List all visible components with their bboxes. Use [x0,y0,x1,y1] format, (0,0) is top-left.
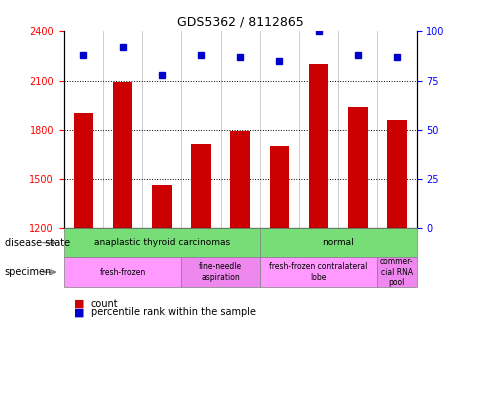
Text: fresh-frozen: fresh-frozen [99,268,146,277]
Bar [113,82,132,228]
Text: fresh-frozen contralateral
lobe: fresh-frozen contralateral lobe [270,263,368,282]
Text: disease state: disease state [5,238,70,248]
Text: count: count [91,299,118,309]
Text: commer-
cial RNA
pool: commer- cial RNA pool [380,257,414,287]
Bar [230,131,250,228]
Bar [348,107,368,228]
Text: percentile rank within the sample: percentile rank within the sample [91,307,256,318]
Bar [152,185,172,228]
Bar [309,64,328,228]
Text: anaplastic thyroid carcinomas: anaplastic thyroid carcinomas [94,238,230,247]
Text: ■: ■ [74,307,84,318]
Bar [270,146,289,228]
Text: specimen: specimen [5,267,52,277]
Bar [74,113,93,228]
Text: ■: ■ [74,299,84,309]
Text: fine-needle
aspiration: fine-needle aspiration [199,263,242,282]
Text: normal: normal [322,238,354,247]
Bar [387,120,407,228]
Bar [191,144,211,228]
Title: GDS5362 / 8112865: GDS5362 / 8112865 [177,16,303,29]
